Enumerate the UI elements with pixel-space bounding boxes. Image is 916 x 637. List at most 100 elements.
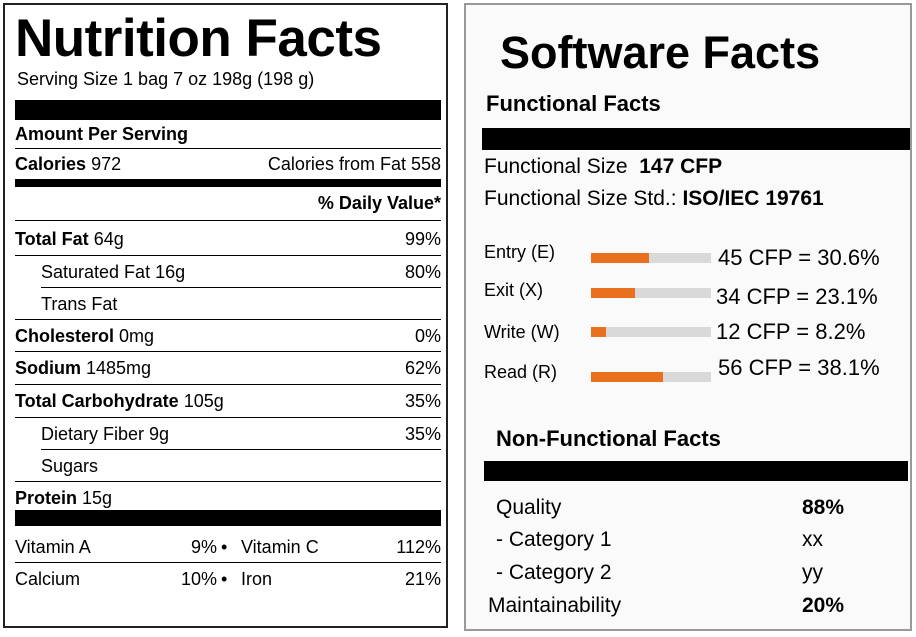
nutrient-amount: 0mg <box>119 326 155 346</box>
measure-label: Entry (E) <box>484 242 556 262</box>
nutrient-amount: 15g <box>82 488 113 508</box>
functional-std-value-b: 19761 <box>765 187 824 210</box>
measure-value: 56 CFP = 38.1% <box>718 355 880 380</box>
measure-fill <box>591 327 606 337</box>
nutrient-label: Trans Fat <box>41 294 118 314</box>
software-facts-panel: Software Facts Functional Facts Function… <box>464 3 912 631</box>
nutrition-facts-panel: Nutrition Facts Serving Size 1 bag 7 oz … <box>3 3 448 628</box>
divider <box>15 481 441 482</box>
nutrient-row-saturated-fat: Saturated Fat 16g 80% <box>15 257 441 287</box>
nonfunctional-label: - Category 2 <box>496 561 612 584</box>
functional-std-label: Functional Size Std.: <box>484 187 677 210</box>
divider <box>41 449 441 450</box>
vitamin-pct: 112% <box>396 537 441 557</box>
functional-facts-header: Functional Facts <box>486 91 661 116</box>
nutrient-amount: 1485mg <box>86 358 152 378</box>
nutrient-label: Saturated Fat 16g <box>41 262 186 282</box>
nutrient-row-cholesterol: Cholesterol 0mg 0% <box>15 321 441 351</box>
software-title: Software Facts <box>500 27 821 78</box>
calories-value: 972 <box>91 154 122 174</box>
nonfunctional-label: Maintainability <box>488 594 622 617</box>
calories-from-fat: Calories from Fat 558 <box>267 154 441 174</box>
measure-value: 34 CFP = 23.1% <box>716 284 878 309</box>
non-functional-facts-header: Non-Functional Facts <box>496 426 721 451</box>
divider <box>15 351 441 352</box>
bullet-separator: • <box>221 569 228 589</box>
measure-track <box>591 253 711 263</box>
nutrient-row-sodium: Sodium 1485mg 62% <box>15 353 441 383</box>
divider <box>15 255 441 256</box>
vitamin-pct: 21% <box>404 569 441 589</box>
nutrient-label: Protein <box>15 488 78 508</box>
nutrient-pct: 99% <box>404 229 441 249</box>
vitamin-name: Vitamin C <box>241 537 319 557</box>
nonfunctional-label: Quality <box>496 496 562 519</box>
nutrient-pct: 35% <box>404 391 441 411</box>
nutrient-pct: 80% <box>404 262 441 282</box>
measure-track <box>591 372 711 382</box>
divider <box>15 220 441 221</box>
nutrient-pct: 0% <box>414 326 441 346</box>
nutrient-row-total-fat: Total Fat 64g 99% <box>15 224 441 254</box>
nonfunctional-value: 88% <box>802 496 845 519</box>
nutrient-row-trans-fat: Trans Fat <box>15 289 441 319</box>
nutrient-amount: 105g <box>183 391 224 411</box>
vitamin-name: Calcium <box>15 569 81 589</box>
nutrient-row-protein: Protein 15g <box>15 483 441 513</box>
thick-divider <box>15 510 441 526</box>
functional-size-label: Functional Size <box>484 155 628 178</box>
daily-value-header: % Daily Value* <box>317 193 441 213</box>
vitamin-name: Iron <box>241 569 273 589</box>
divider <box>15 417 441 418</box>
measure-value: 45 CFP = 30.6% <box>718 245 880 270</box>
measure-fill <box>591 288 635 298</box>
divider <box>41 287 441 288</box>
nutrient-pct: 35% <box>404 424 441 444</box>
serving-size: Serving Size 1 bag 7 oz 198g (198 g) <box>17 69 315 89</box>
vitamin-name: Vitamin A <box>15 537 91 557</box>
nutrient-label: Sodium <box>15 358 81 378</box>
vitamin-pct: 9% <box>190 537 217 557</box>
measure-label: Read (R) <box>484 362 558 382</box>
calories-row: Calories 972 Calories from Fat 558 <box>15 149 441 179</box>
functional-size-value: 147 CFP <box>639 155 723 178</box>
vitamin-row: Vitamin A 9% • Vitamin C 112% <box>15 532 441 562</box>
measure-value: 12 CFP = 8.2% <box>716 319 866 344</box>
nutrient-row-sugars: Sugars <box>15 451 441 481</box>
nutrient-row-dietary-fiber: Dietary Fiber 9g 35% <box>15 419 441 449</box>
nonfunctional-value: xx <box>802 528 823 551</box>
amount-per-serving-label: Amount Per Serving <box>15 124 189 144</box>
vitamin-row: Calcium 10% • Iron 21% <box>15 564 441 594</box>
bullet-separator: • <box>221 537 228 557</box>
measure-track <box>591 288 711 298</box>
nutrient-label: Cholesterol <box>15 326 115 346</box>
measure-track <box>591 327 711 337</box>
thick-divider <box>484 461 908 481</box>
divider <box>15 148 441 149</box>
functional-std-row: Functional Size Std.: ISO/IEC 19761 <box>484 186 824 212</box>
functional-size-row: Functional Size 147 CFP <box>484 154 722 180</box>
thick-divider <box>482 128 910 150</box>
nutrient-label: Total Carbohydrate <box>15 391 179 411</box>
nonfunctional-label: - Category 1 <box>496 528 612 551</box>
nutrient-amount: 64g <box>93 229 124 249</box>
functional-std-value-a: ISO/IEC <box>682 187 760 210</box>
nutrient-label: Total Fat <box>15 229 89 249</box>
nutrient-label: Dietary Fiber 9g <box>41 424 170 444</box>
calories-label: Calories <box>15 154 87 174</box>
daily-value-header-row: % Daily Value* <box>15 188 441 218</box>
nutrition-title: Nutrition Facts <box>15 9 382 68</box>
measure-fill <box>591 253 649 263</box>
divider <box>15 562 441 563</box>
nonfunctional-value: yy <box>802 561 823 584</box>
nutrient-row-total-carbohydrate: Total Carbohydrate 105g 35% <box>15 386 441 416</box>
thick-divider <box>15 100 441 120</box>
divider <box>15 384 441 385</box>
amount-per-serving-row: Amount Per Serving <box>15 119 441 149</box>
measure-fill <box>591 372 663 382</box>
nonfunctional-value: 20% <box>802 594 845 617</box>
nutrient-pct: 62% <box>404 358 441 378</box>
divider <box>15 319 441 320</box>
measure-label: Exit (X) <box>484 280 544 300</box>
measure-label: Write (W) <box>484 322 560 342</box>
